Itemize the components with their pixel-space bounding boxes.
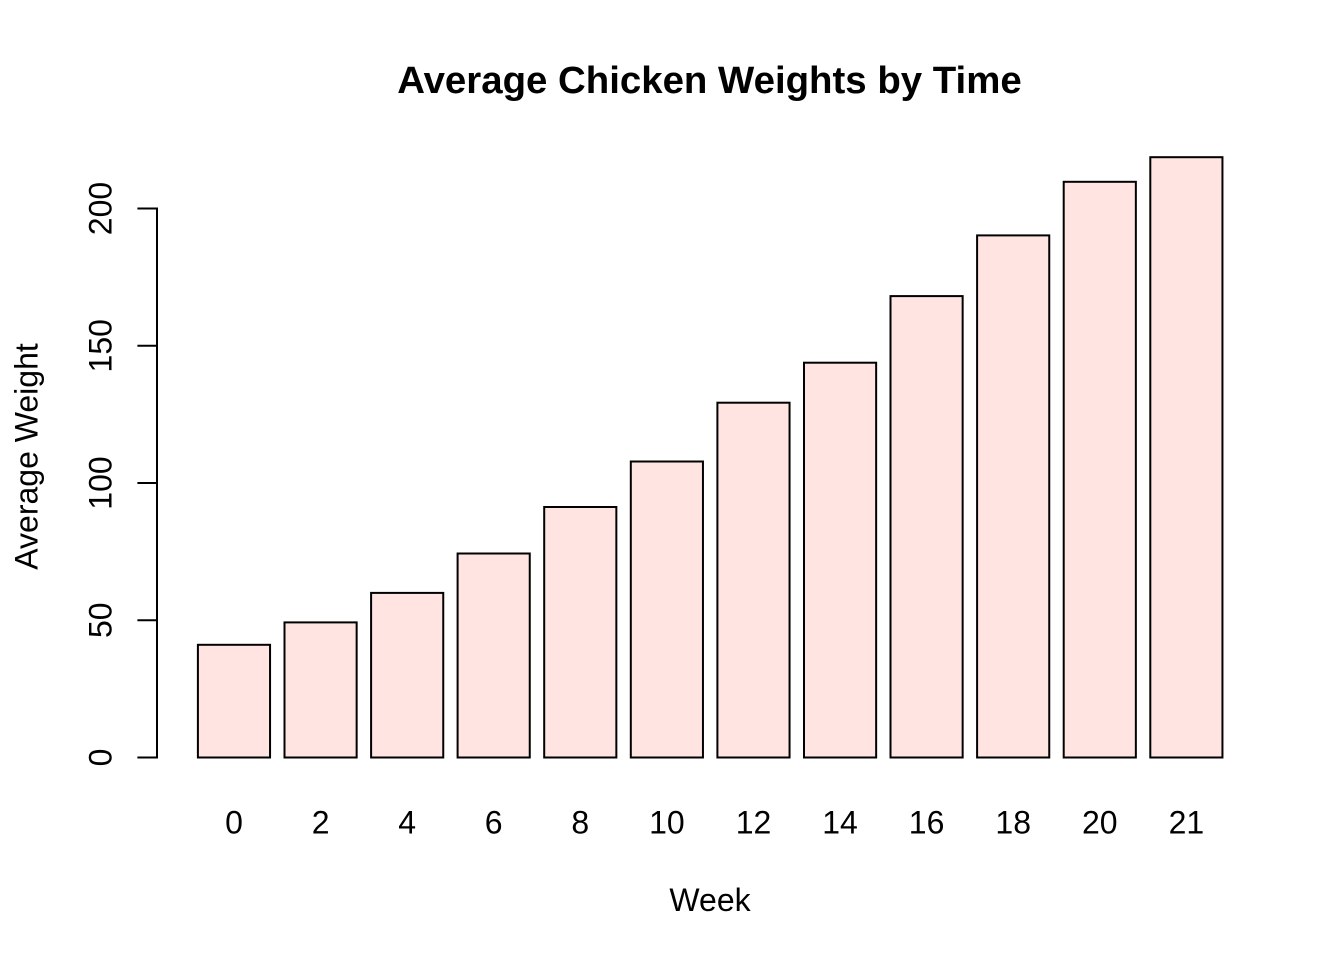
svg-text:Average Weight: Average Weight [9, 343, 45, 570]
svg-text:0: 0 [225, 805, 243, 841]
svg-text:4: 4 [398, 805, 416, 841]
svg-text:50: 50 [83, 602, 119, 638]
svg-text:200: 200 [83, 182, 119, 235]
svg-text:16: 16 [909, 805, 945, 841]
svg-text:Week: Week [669, 882, 751, 918]
svg-text:18: 18 [995, 805, 1031, 841]
svg-text:Average Chicken Weights by Tim: Average Chicken Weights by Time [397, 59, 1021, 102]
svg-text:20: 20 [1082, 805, 1118, 841]
svg-text:14: 14 [822, 805, 858, 841]
svg-text:6: 6 [485, 805, 503, 841]
svg-text:10: 10 [649, 805, 685, 841]
svg-text:8: 8 [571, 805, 589, 841]
svg-text:12: 12 [736, 805, 772, 841]
svg-text:100: 100 [83, 456, 119, 509]
svg-text:150: 150 [83, 319, 119, 372]
svg-text:21: 21 [1169, 805, 1205, 841]
svg-text:0: 0 [83, 749, 119, 767]
svg-text:2: 2 [312, 805, 330, 841]
